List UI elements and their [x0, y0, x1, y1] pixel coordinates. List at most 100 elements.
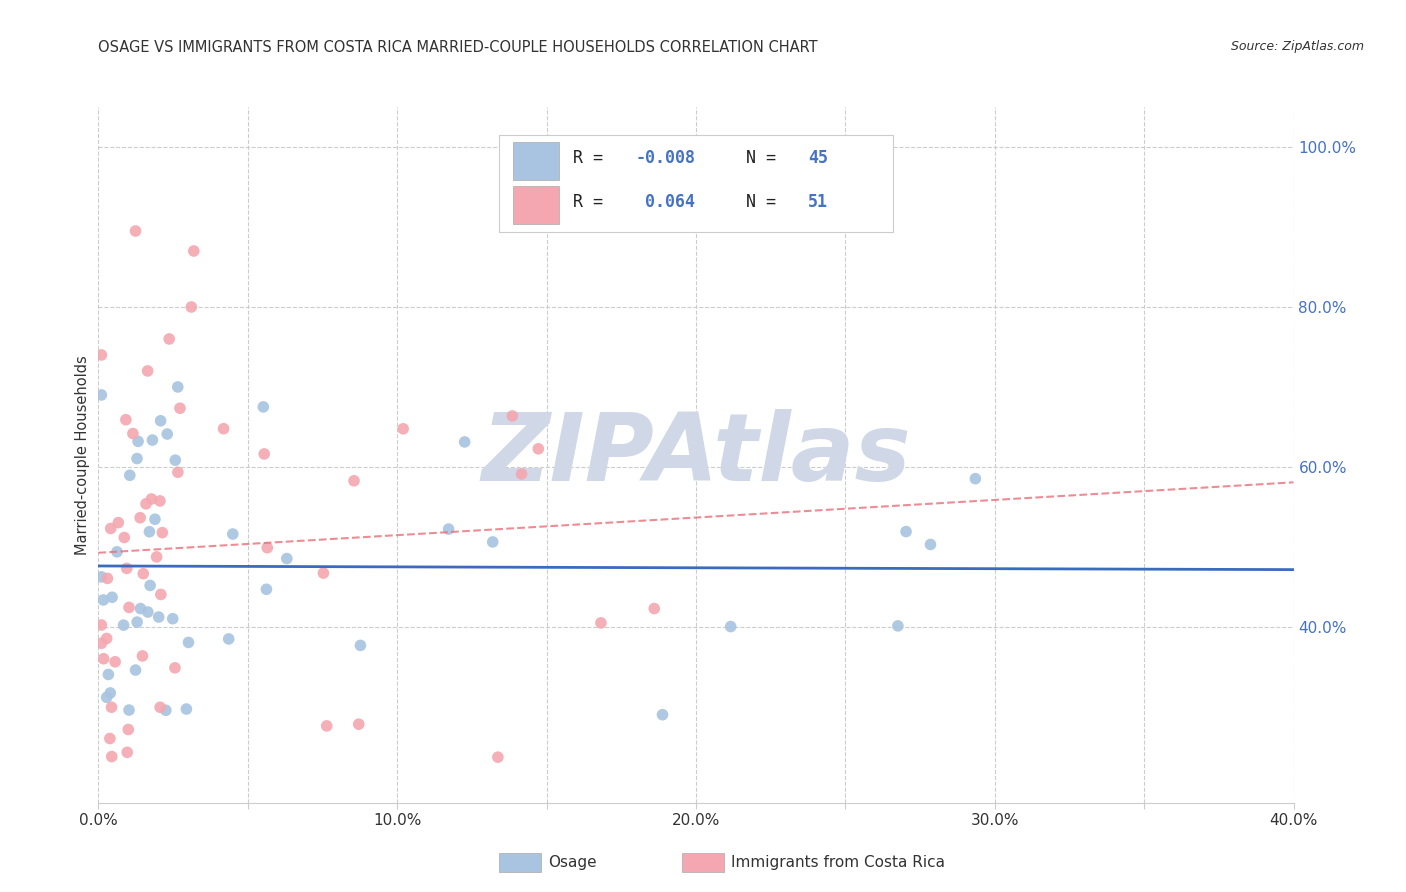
- Point: [97, 667, 120, 681]
- Point: [643, 601, 665, 615]
- Y-axis label: Married-couple Households: Married-couple Households: [75, 355, 90, 555]
- Text: Immigrants from Costa Rica: Immigrants from Costa Rica: [731, 855, 945, 870]
- Point: [90, 570, 112, 584]
- Point: [118, 600, 141, 615]
- Point: [166, 380, 188, 394]
- Text: 45: 45: [808, 149, 828, 167]
- Point: [252, 400, 274, 414]
- Point: [167, 465, 190, 479]
- Point: [343, 474, 366, 488]
- Point: [132, 566, 155, 581]
- Point: [149, 414, 172, 428]
- Point: [527, 442, 550, 456]
- Point: [163, 661, 186, 675]
- Point: [162, 612, 184, 626]
- Point: [129, 601, 152, 615]
- Point: [887, 619, 910, 633]
- FancyBboxPatch shape: [499, 853, 541, 872]
- Text: OSAGE VS IMMIGRANTS FROM COSTA RICA MARRIED-COUPLE HOUSEHOLDS CORRELATION CHART: OSAGE VS IMMIGRANTS FROM COSTA RICA MARR…: [98, 40, 818, 55]
- Point: [138, 524, 160, 539]
- Point: [127, 615, 149, 629]
- Point: [212, 422, 235, 436]
- Point: [136, 605, 159, 619]
- FancyBboxPatch shape: [513, 142, 558, 180]
- Point: [98, 731, 121, 746]
- FancyBboxPatch shape: [682, 853, 724, 872]
- Point: [115, 561, 138, 575]
- Point: [115, 745, 138, 759]
- Point: [118, 468, 141, 483]
- Point: [150, 525, 173, 540]
- Point: [920, 537, 942, 551]
- Text: ZIPAtlas: ZIPAtlas: [481, 409, 911, 501]
- Point: [90, 388, 112, 402]
- Point: [90, 348, 112, 362]
- Point: [93, 593, 115, 607]
- Point: [135, 497, 157, 511]
- Point: [222, 527, 245, 541]
- Point: [347, 717, 370, 731]
- Point: [149, 587, 172, 601]
- Point: [96, 690, 118, 705]
- Point: [100, 521, 122, 535]
- Point: [157, 332, 180, 346]
- Point: [165, 453, 187, 467]
- Point: [256, 541, 278, 555]
- Point: [720, 619, 742, 633]
- Point: [486, 750, 509, 764]
- Point: [124, 663, 146, 677]
- Point: [349, 639, 371, 653]
- Text: -0.008: -0.008: [636, 149, 695, 167]
- Point: [501, 409, 523, 423]
- Point: [510, 467, 533, 481]
- Point: [218, 632, 240, 646]
- Point: [136, 364, 159, 378]
- Point: [894, 524, 917, 539]
- Point: [965, 472, 987, 486]
- Point: [141, 491, 163, 506]
- Text: N =: N =: [747, 149, 786, 167]
- FancyBboxPatch shape: [499, 135, 893, 232]
- Point: [651, 707, 673, 722]
- Point: [392, 422, 415, 436]
- Point: [101, 591, 124, 605]
- FancyBboxPatch shape: [513, 186, 558, 224]
- Point: [276, 551, 298, 566]
- Point: [169, 401, 191, 416]
- Text: 0.064: 0.064: [636, 193, 695, 211]
- Point: [315, 719, 337, 733]
- Point: [253, 447, 276, 461]
- Point: [105, 545, 128, 559]
- Point: [589, 615, 612, 630]
- Text: N =: N =: [747, 193, 786, 211]
- Point: [156, 427, 179, 442]
- Point: [112, 531, 135, 545]
- Point: [90, 618, 112, 632]
- Point: [312, 566, 335, 580]
- Point: [148, 610, 170, 624]
- Text: Osage: Osage: [548, 855, 598, 870]
- Point: [141, 433, 163, 447]
- Point: [100, 700, 122, 714]
- Text: R =: R =: [572, 193, 613, 211]
- Point: [254, 582, 277, 597]
- Point: [481, 535, 503, 549]
- Point: [183, 244, 205, 258]
- Point: [127, 434, 149, 449]
- Point: [437, 522, 460, 536]
- Point: [112, 618, 135, 632]
- Point: [145, 549, 167, 564]
- Point: [115, 413, 138, 427]
- Point: [124, 224, 146, 238]
- Point: [100, 749, 122, 764]
- Point: [98, 686, 121, 700]
- Point: [176, 702, 198, 716]
- Point: [96, 632, 118, 646]
- Point: [125, 451, 148, 466]
- Point: [155, 703, 177, 717]
- Point: [453, 434, 475, 449]
- Point: [149, 700, 172, 714]
- Point: [139, 578, 162, 592]
- Point: [90, 636, 112, 650]
- Point: [143, 512, 166, 526]
